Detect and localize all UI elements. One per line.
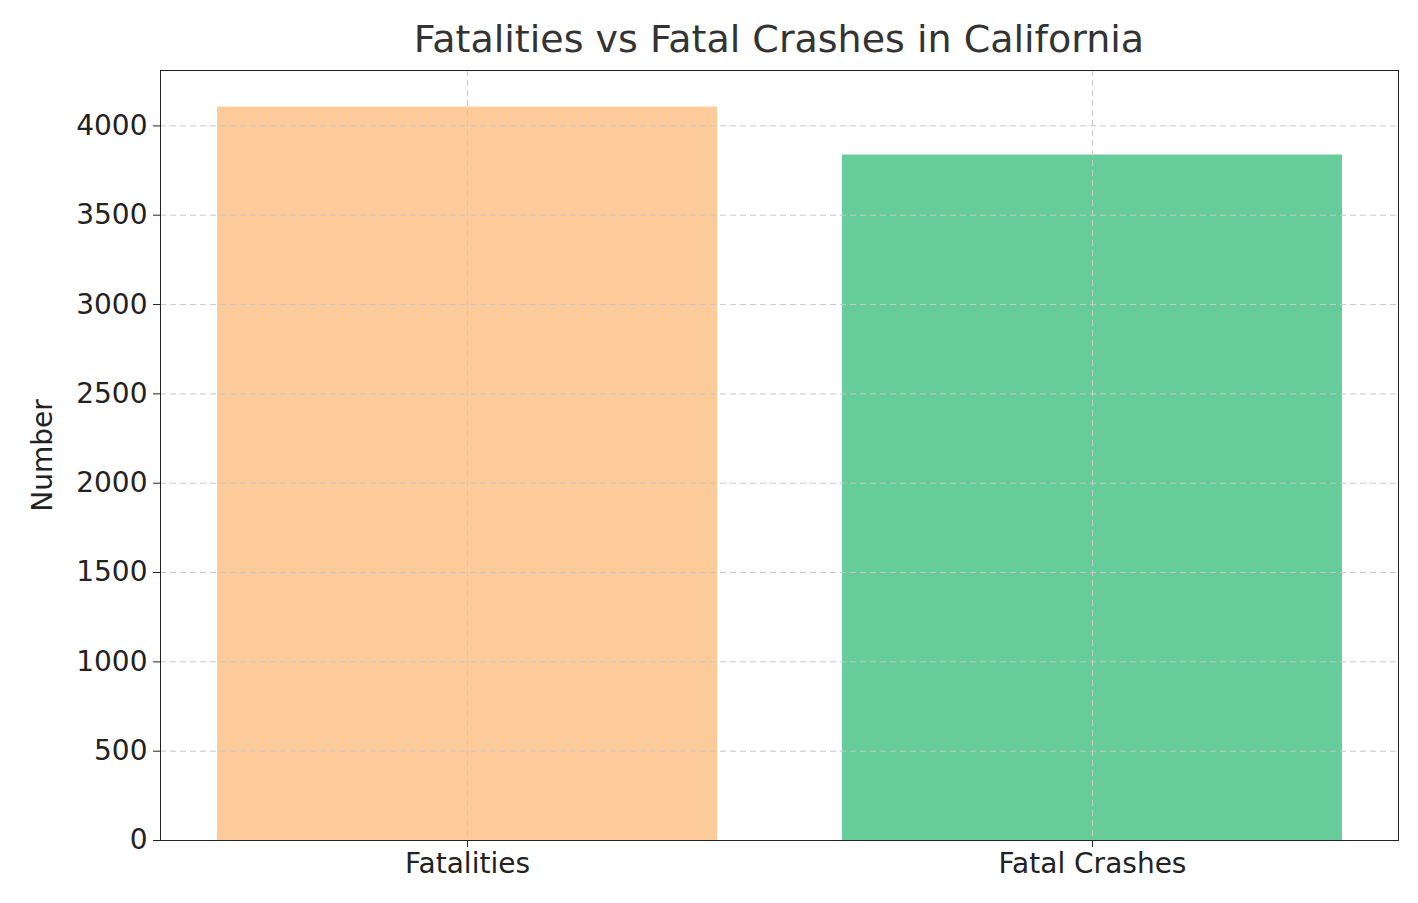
- svg-text:1500: 1500: [76, 555, 147, 588]
- svg-text:4000: 4000: [76, 109, 147, 142]
- svg-text:500: 500: [94, 734, 147, 767]
- svg-text:2500: 2500: [76, 377, 147, 410]
- svg-text:Fatal Crashes: Fatal Crashes: [999, 847, 1187, 880]
- svg-text:3000: 3000: [76, 287, 147, 320]
- svg-text:0: 0: [130, 823, 148, 856]
- svg-text:1000: 1000: [76, 645, 147, 678]
- svg-text:Number: Number: [26, 399, 59, 512]
- html-text:Fatalities vs Fatal Crashes in: Fatalities vs Fatal Crashes in Californi…: [413, 17, 1145, 61]
- svg-text:Fatalities: Fatalities: [405, 847, 530, 880]
- svg-text:2000: 2000: [76, 466, 147, 499]
- svg-text:3500: 3500: [76, 198, 147, 231]
